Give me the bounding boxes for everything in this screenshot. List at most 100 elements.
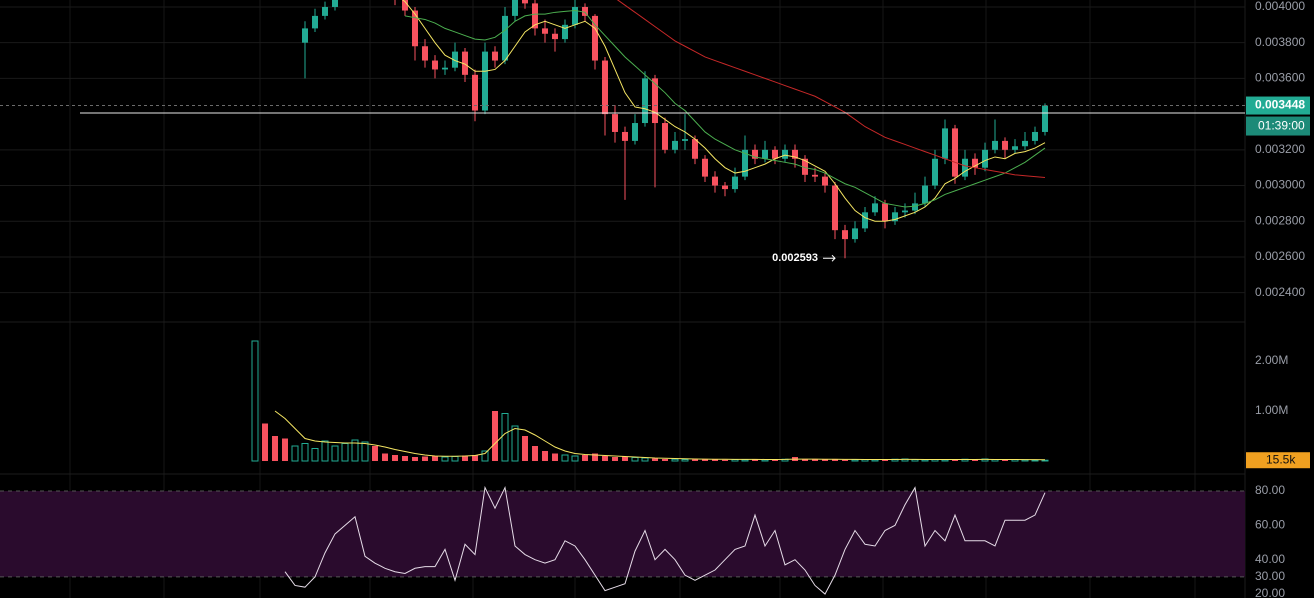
volume-bar [882, 459, 888, 461]
candle-body [1032, 131, 1038, 141]
moving-average [616, 0, 1046, 178]
candle-body [1022, 140, 1028, 147]
volume-bar [671, 458, 679, 462]
volume-bar [492, 411, 498, 461]
candle-body [502, 15, 508, 61]
volume-bar [432, 456, 438, 461]
candle-body [912, 203, 918, 211]
volume-bar [402, 456, 408, 461]
last-price-box [1246, 96, 1310, 115]
candle-body [932, 158, 938, 186]
volume-bar [582, 455, 588, 461]
volume-bar [662, 459, 668, 461]
volume-bar [972, 459, 978, 461]
volume-bar [712, 459, 718, 461]
volume-bar [351, 439, 359, 462]
candle-body [692, 139, 698, 159]
volume-label: 15.5k [1266, 452, 1296, 466]
volume-bar [291, 445, 299, 462]
volume-bar [612, 457, 618, 461]
y-tick-label: 2.00M [1255, 353, 1288, 367]
volume-bar [722, 459, 728, 461]
candle-body [412, 10, 418, 47]
volume-bar [542, 451, 548, 461]
volume-bar [952, 459, 958, 461]
candle-body [662, 123, 668, 150]
candle-body [1002, 140, 1008, 150]
volume-bar [702, 459, 708, 461]
candle-body [1012, 146, 1018, 150]
volume-bar [481, 450, 489, 462]
candle-body [602, 60, 608, 115]
candle-body [952, 128, 958, 177]
last-price-label: 0.003448 [1255, 98, 1305, 112]
candle-body [832, 185, 838, 231]
candle-body [792, 149, 798, 159]
candle-body [312, 15, 318, 29]
volume-bar [552, 453, 558, 461]
volume-bar [681, 459, 689, 462]
volume-bar [522, 436, 528, 461]
candle-body [892, 212, 898, 222]
candle-body [782, 149, 788, 159]
candle-body [612, 114, 618, 132]
volume-bar [422, 456, 428, 461]
candle-body [872, 203, 878, 213]
candle-body [682, 139, 688, 141]
candle-body [512, 0, 518, 16]
candle-body [822, 176, 828, 186]
candle-body [622, 131, 628, 141]
volume-bar [622, 456, 628, 461]
volume-bar [501, 413, 509, 462]
candle-body [982, 149, 988, 168]
candle-body [452, 51, 458, 68]
candle-body [712, 176, 718, 186]
volume-bar [772, 459, 778, 461]
volume-bar [812, 459, 818, 461]
candle-body [992, 140, 998, 150]
volume-bar [382, 453, 388, 461]
volume-label-box [1246, 452, 1310, 469]
volume-bar [851, 459, 859, 462]
candle-body [302, 28, 308, 43]
volume-bar [472, 455, 478, 461]
candle-body [652, 78, 658, 124]
candle-body [542, 28, 548, 34]
volume-bar [592, 453, 598, 461]
low-annotation: 0.002593 [772, 252, 818, 264]
annotation-arrow [823, 254, 836, 262]
candle-body [592, 15, 598, 61]
volume-bar [412, 457, 418, 461]
y-tick-label: 80.00 [1255, 483, 1285, 497]
y-tick-label: 0.003200 [1255, 142, 1305, 156]
volume-bar [692, 459, 698, 461]
rsi-line [284, 485, 1046, 595]
candle-body [432, 60, 438, 70]
y-tick-label: 0.002600 [1255, 249, 1305, 263]
candle-body [322, 6, 328, 16]
price-pane [302, 0, 1048, 259]
candle-body [852, 228, 858, 240]
candle-body [402, 0, 408, 11]
candle-body [552, 33, 558, 40]
candle-body [942, 128, 948, 159]
volume-bar [361, 441, 369, 462]
candle-body [532, 3, 538, 29]
candle-body [562, 24, 568, 40]
volume-bar [652, 458, 658, 461]
volume-bar [641, 457, 649, 462]
candle-body [862, 212, 868, 229]
candle-body [972, 158, 978, 168]
volume-bar [272, 436, 278, 461]
candle-body [962, 158, 968, 177]
candle-body [922, 185, 928, 204]
volume-ma [274, 410, 1046, 461]
volume-bar [532, 446, 538, 461]
candle-body [422, 46, 428, 61]
candle-body [732, 176, 738, 190]
y-tick-label: 0.002400 [1255, 285, 1305, 299]
volume-bar [372, 446, 378, 461]
candle-body [842, 230, 848, 240]
volume-bar [331, 445, 339, 462]
candle-body [482, 51, 488, 111]
